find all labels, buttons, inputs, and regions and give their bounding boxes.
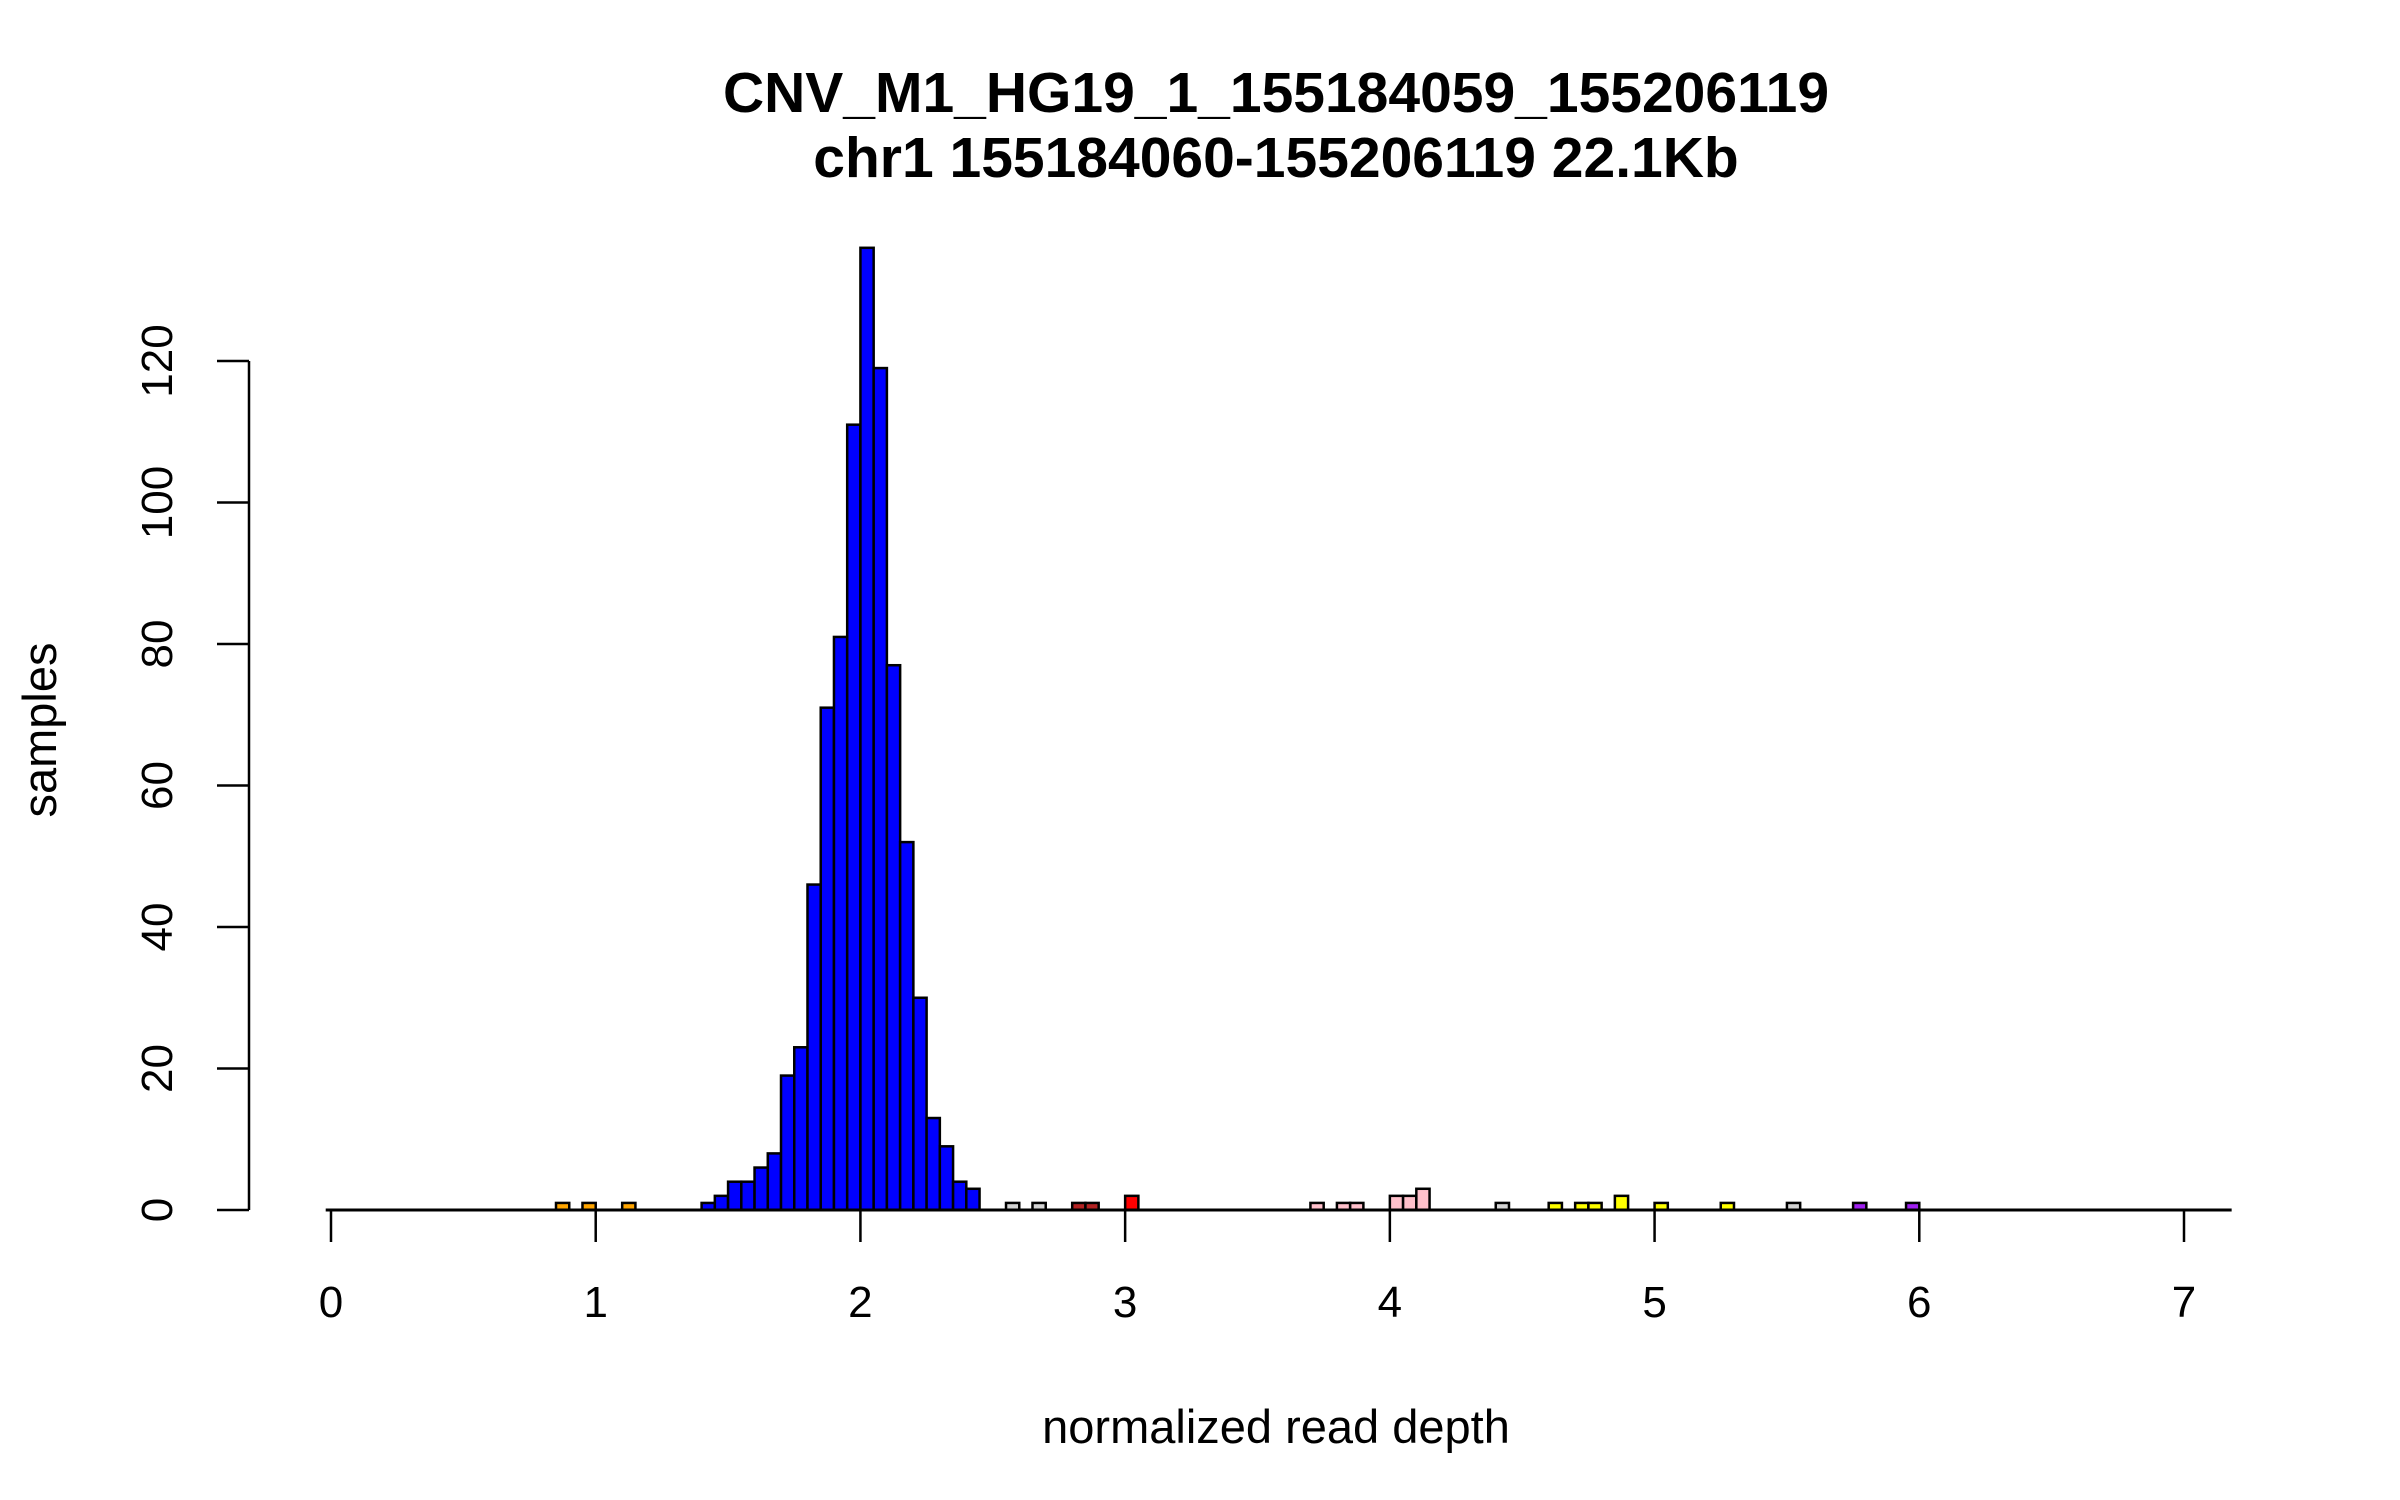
histogram-bar xyxy=(740,1180,756,1212)
x-tick-label: 6 xyxy=(1907,1278,1931,1327)
x-axis: 0 1 2 3 4 5 6 7 xyxy=(319,1208,2196,1327)
histogram-bar xyxy=(832,635,849,1212)
y-tick-label: 0 xyxy=(133,1198,182,1222)
histogram-bar xyxy=(965,1187,981,1212)
histogram-bar xyxy=(726,1180,743,1212)
histogram-bars xyxy=(325,246,2232,1212)
histogram-bar xyxy=(1388,1194,1405,1212)
histogram-bar xyxy=(1401,1194,1418,1212)
y-tick-label: 120 xyxy=(133,324,182,397)
chart-title: CNV_M1_HG19_1_155184059_155206119 xyxy=(723,61,1829,125)
histogram-bar xyxy=(1123,1194,1140,1212)
y-tick-label: 60 xyxy=(133,761,182,810)
y-tick-label: 40 xyxy=(133,903,182,952)
histogram-bar xyxy=(806,883,822,1212)
x-tick-label: 0 xyxy=(319,1278,343,1327)
histogram-bar xyxy=(951,1180,968,1212)
histogram-bar xyxy=(898,840,915,1212)
x-axis-label: normalized read depth xyxy=(1042,1400,1510,1453)
histogram-bar xyxy=(912,996,928,1212)
histogram-bar xyxy=(766,1152,783,1212)
x-tick-label: 2 xyxy=(848,1278,872,1327)
histogram-bar xyxy=(713,1194,730,1212)
histogram-bar xyxy=(1415,1187,1431,1212)
y-tick-label: 100 xyxy=(133,466,182,539)
x-tick-label: 3 xyxy=(1113,1278,1137,1327)
y-tick-label: 80 xyxy=(133,620,182,669)
x-tick-label: 1 xyxy=(583,1278,607,1327)
x-tick-label: 4 xyxy=(1378,1278,1402,1327)
x-tick-label: 7 xyxy=(2172,1278,2196,1327)
chart-subtitle: chr1 155184060-155206119 22.1Kb xyxy=(813,126,1738,190)
y-tick-label: 20 xyxy=(133,1044,182,1093)
histogram-bar xyxy=(885,663,902,1212)
histogram-bar xyxy=(925,1116,942,1212)
x-tick-label: 5 xyxy=(1642,1278,1666,1327)
histogram-bar xyxy=(859,246,875,1212)
histogram-bar xyxy=(872,366,889,1212)
histogram-bar xyxy=(938,1145,955,1212)
histogram-bar xyxy=(819,706,836,1212)
histogram-bar xyxy=(753,1166,770,1212)
histogram-bar xyxy=(793,1046,809,1212)
y-axis: 0 20 40 60 80 100 120 xyxy=(133,324,251,1222)
y-axis-label: samples xyxy=(13,642,66,817)
histogram-bar xyxy=(779,1074,796,1212)
histogram-bar xyxy=(1613,1194,1630,1212)
histogram-bar xyxy=(845,423,862,1212)
